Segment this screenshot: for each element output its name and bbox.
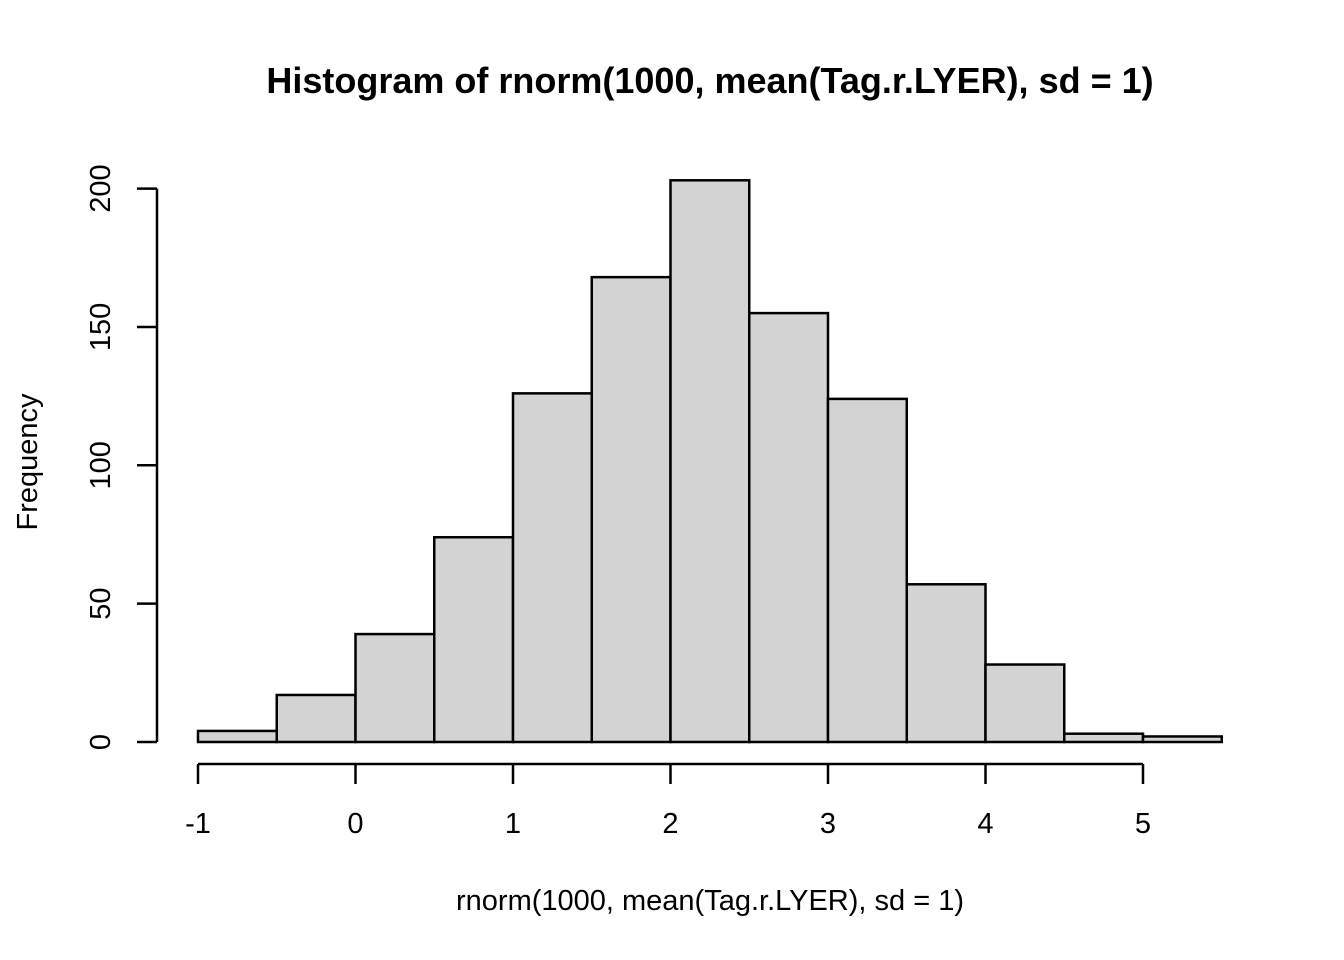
histogram-bar: [1063, 732, 1145, 744]
x-tick-label: 0: [347, 808, 363, 840]
histogram-bar: [1141, 735, 1223, 744]
x-tick-label: 3: [820, 808, 836, 840]
histogram-bar: [590, 275, 672, 744]
y-tick-label: 100: [85, 441, 117, 489]
x-tick-label: -1: [185, 808, 211, 840]
histogram-bar: [196, 729, 278, 744]
chart-title: Histogram of rnorm(1000, mean(Tag.r.LYER…: [266, 60, 1153, 101]
histogram-bar: [748, 311, 830, 744]
y-tick-label: 0: [85, 734, 117, 750]
histogram-bars: [196, 179, 1223, 744]
y-axis-ticks: 0 50 100 150 200: [85, 164, 157, 750]
histogram-bar: [905, 583, 987, 744]
y-tick-label: 50: [85, 588, 117, 620]
histogram-bar: [354, 632, 436, 744]
y-axis: 0 50 100 150 200: [85, 164, 159, 750]
x-tick-label: 5: [1135, 808, 1151, 840]
histogram-bar: [984, 663, 1066, 744]
histogram-bar: [275, 693, 357, 744]
x-tick-label: 2: [662, 808, 678, 840]
histogram-bar: [511, 392, 593, 744]
y-tick-label: 150: [85, 303, 117, 351]
y-axis-label: Frequency: [12, 393, 44, 531]
x-axis: -1 0 1 2 3 4 5: [185, 762, 1151, 840]
histogram-bar: [826, 397, 908, 744]
histogram-bar: [669, 179, 751, 744]
y-tick-label: 200: [85, 164, 117, 212]
histogram-bar: [433, 535, 515, 744]
x-tick-label: 4: [977, 808, 993, 840]
x-tick-label: 1: [505, 808, 521, 840]
x-axis-ticks: -1 0 1 2 3 4 5: [185, 764, 1151, 840]
x-axis-label: rnorm(1000, mean(Tag.r.LYER), sd = 1): [456, 885, 964, 917]
